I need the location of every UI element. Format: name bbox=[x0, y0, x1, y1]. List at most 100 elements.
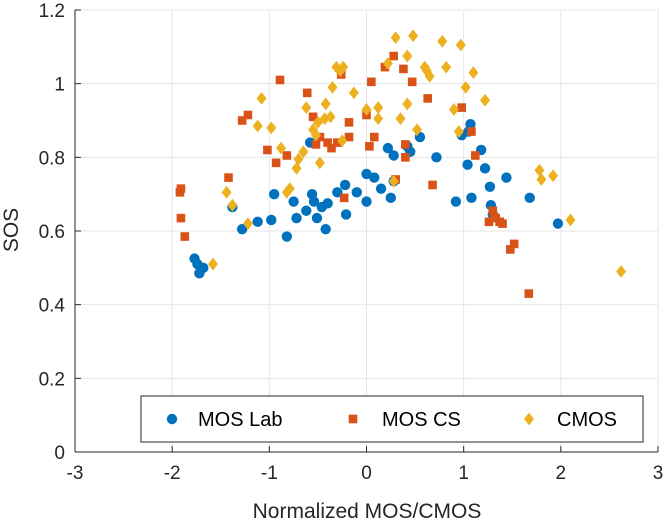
data-point bbox=[252, 216, 263, 227]
data-point bbox=[323, 138, 332, 147]
data-point bbox=[268, 188, 280, 200]
data-point bbox=[348, 86, 359, 100]
data-point bbox=[312, 115, 323, 129]
data-point bbox=[402, 97, 413, 111]
data-point bbox=[310, 128, 321, 142]
data-point bbox=[390, 31, 401, 45]
data-point bbox=[479, 163, 491, 174]
data-point bbox=[351, 187, 362, 198]
data-point bbox=[448, 103, 459, 116]
data-point bbox=[320, 223, 331, 235]
data-point bbox=[275, 75, 285, 85]
data-point bbox=[455, 38, 466, 52]
legend-item-mos-lab: MOS Lab bbox=[166, 409, 282, 431]
data-point bbox=[338, 60, 349, 74]
data-point bbox=[424, 69, 435, 83]
x-axis-label: Normalized MOS/CMOS bbox=[253, 500, 482, 523]
data-point bbox=[466, 192, 477, 204]
data-point bbox=[375, 183, 387, 194]
y-tick-label: 0 bbox=[54, 443, 65, 464]
data-point bbox=[402, 49, 413, 63]
data-point bbox=[450, 196, 462, 207]
y-tick-label: 0.4 bbox=[39, 296, 66, 317]
data-point bbox=[453, 125, 464, 138]
data-point bbox=[333, 138, 342, 147]
data-point bbox=[291, 212, 302, 224]
x-tick-label: -1 bbox=[261, 463, 278, 484]
data-point bbox=[237, 116, 247, 125]
data-point bbox=[506, 245, 515, 254]
data-point bbox=[382, 57, 393, 70]
data-point bbox=[480, 93, 491, 107]
data-point bbox=[524, 192, 535, 204]
data-point bbox=[227, 198, 238, 212]
legend-box bbox=[140, 395, 644, 443]
legend-item-mos-cs: MOS CS bbox=[348, 409, 461, 431]
data-point bbox=[408, 29, 419, 43]
data-point bbox=[314, 156, 325, 170]
x-tick-label: 2 bbox=[556, 463, 567, 484]
data-point bbox=[224, 173, 233, 182]
data-point bbox=[298, 145, 309, 159]
data-point bbox=[385, 192, 396, 204]
legend-marker bbox=[348, 414, 358, 424]
data-point bbox=[457, 103, 467, 112]
data-point bbox=[382, 142, 394, 154]
data-point bbox=[468, 66, 479, 80]
data-point bbox=[207, 257, 218, 271]
data-point bbox=[291, 161, 302, 175]
data-point bbox=[407, 77, 417, 87]
data-point bbox=[524, 289, 534, 298]
series-cmos bbox=[207, 29, 627, 278]
data-point bbox=[198, 262, 209, 274]
legend-label: MOS Lab bbox=[198, 409, 282, 431]
data-point bbox=[437, 34, 448, 48]
data-point bbox=[484, 217, 494, 227]
x-tick-label: -3 bbox=[67, 463, 84, 484]
data-point bbox=[293, 152, 304, 166]
data-point bbox=[276, 141, 286, 155]
y-tick-label: 0.6 bbox=[39, 222, 65, 243]
data-point bbox=[266, 214, 277, 226]
data-point bbox=[339, 193, 349, 203]
data-point bbox=[388, 150, 399, 161]
legend: MOS Lab MOS CS CMOS bbox=[140, 395, 644, 443]
y-tick-label: 0.2 bbox=[39, 369, 65, 390]
series-mos-lab bbox=[189, 118, 564, 279]
data-point bbox=[365, 141, 374, 151]
data-point bbox=[282, 151, 292, 160]
data-point bbox=[301, 205, 312, 216]
data-point bbox=[431, 152, 442, 163]
data-point bbox=[308, 112, 318, 122]
data-point bbox=[460, 80, 471, 94]
data-point bbox=[361, 103, 372, 116]
data-point bbox=[373, 101, 384, 115]
data-point bbox=[467, 127, 476, 136]
data-point bbox=[236, 223, 248, 235]
data-point bbox=[536, 173, 547, 186]
data-point bbox=[221, 185, 232, 199]
data-point bbox=[176, 184, 186, 193]
data-point bbox=[498, 219, 507, 228]
data-point bbox=[471, 151, 480, 160]
data-point bbox=[320, 97, 331, 111]
x-tick-label: 0 bbox=[361, 463, 372, 484]
legend-marker bbox=[524, 412, 534, 426]
data-points bbox=[175, 29, 627, 298]
y-axis-label: SOS bbox=[0, 208, 23, 252]
data-point bbox=[361, 196, 372, 207]
data-point bbox=[548, 169, 559, 183]
data-point bbox=[401, 153, 410, 162]
data-point bbox=[301, 101, 312, 115]
data-point bbox=[243, 110, 253, 120]
data-point bbox=[501, 172, 512, 183]
data-point bbox=[337, 134, 348, 148]
data-point bbox=[373, 112, 384, 126]
x-tick-label: -2 bbox=[164, 463, 181, 484]
data-point bbox=[380, 62, 390, 72]
data-point bbox=[344, 132, 354, 142]
data-point bbox=[534, 163, 545, 177]
grid-lines bbox=[74, 9, 659, 453]
